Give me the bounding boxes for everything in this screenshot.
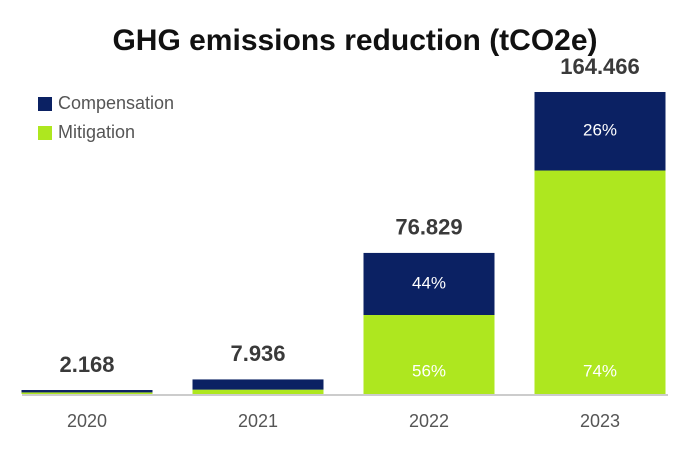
chart-title: GHG emissions reduction (tCO2e) bbox=[112, 24, 597, 57]
segment-label: 74% bbox=[583, 361, 617, 380]
bar-segment bbox=[21, 390, 153, 393]
bar-segment bbox=[363, 252, 495, 315]
legend-swatch bbox=[38, 97, 52, 111]
bar-segment bbox=[534, 170, 666, 394]
total-label: 7.936 bbox=[230, 341, 285, 366]
bar-segment bbox=[534, 92, 666, 171]
total-label: 2.168 bbox=[59, 352, 114, 377]
x-tick-label: 2020 bbox=[67, 411, 107, 431]
legend-label: Compensation bbox=[58, 93, 174, 113]
x-tick-label: 2022 bbox=[409, 411, 449, 431]
segment-label: 26% bbox=[583, 121, 617, 140]
total-label: 164.466 bbox=[560, 54, 640, 79]
legend-label: Mitigation bbox=[58, 122, 135, 142]
bar-segment bbox=[192, 379, 324, 390]
bar-segment bbox=[363, 314, 495, 394]
x-tick-label: 2021 bbox=[238, 411, 278, 431]
legend-swatch bbox=[38, 126, 52, 140]
segment-label: 44% bbox=[412, 273, 446, 292]
bar-segment bbox=[192, 389, 324, 394]
bar-segment bbox=[21, 392, 153, 394]
segment-label: 56% bbox=[412, 361, 446, 380]
total-label: 76.829 bbox=[395, 215, 462, 240]
x-tick-label: 2023 bbox=[580, 411, 620, 431]
